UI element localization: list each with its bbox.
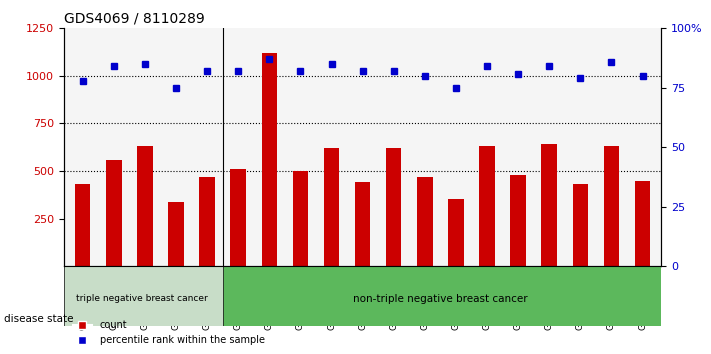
Bar — [230, 169, 246, 266]
Bar — [293, 171, 308, 266]
Bar — [106, 160, 122, 266]
Bar — [262, 53, 277, 266]
Bar — [479, 146, 495, 266]
Text: GDS4069 / 8110289: GDS4069 / 8110289 — [64, 12, 205, 26]
Bar — [199, 177, 215, 266]
Text: non-triple negative breast cancer: non-triple negative breast cancer — [353, 294, 528, 304]
Text: disease state: disease state — [4, 314, 73, 324]
Bar — [75, 184, 90, 266]
Bar — [604, 146, 619, 266]
FancyBboxPatch shape — [223, 266, 661, 326]
Bar — [635, 181, 651, 266]
Bar — [448, 199, 464, 266]
Bar — [324, 148, 339, 266]
Bar — [572, 184, 588, 266]
Bar — [386, 148, 402, 266]
Text: triple negative breast cancer: triple negative breast cancer — [76, 295, 208, 303]
Legend:  — [69, 341, 77, 349]
Bar — [169, 201, 183, 266]
Bar — [542, 144, 557, 266]
Legend: count, percentile rank within the sample: count, percentile rank within the sample — [69, 316, 269, 349]
FancyBboxPatch shape — [64, 266, 225, 326]
Bar — [137, 146, 153, 266]
Bar — [355, 182, 370, 266]
Bar — [510, 175, 526, 266]
Bar — [417, 177, 432, 266]
